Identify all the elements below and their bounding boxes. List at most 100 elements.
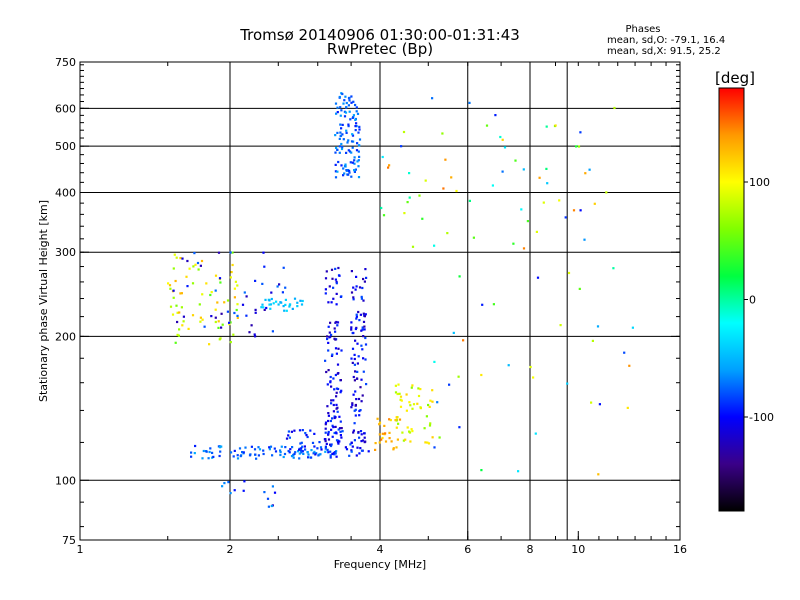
data-point <box>350 95 353 98</box>
data-point <box>517 470 520 473</box>
data-point <box>355 275 358 278</box>
data-point <box>409 404 412 407</box>
data-point <box>331 435 334 438</box>
data-point <box>172 296 175 299</box>
data-point <box>236 454 239 457</box>
data-point <box>333 416 336 420</box>
data-point <box>271 454 274 457</box>
data-point <box>324 423 327 426</box>
data-point <box>334 373 337 377</box>
data-point <box>408 430 411 433</box>
data-point <box>404 438 407 441</box>
data-point <box>433 244 436 247</box>
data-point <box>378 423 381 426</box>
data-point <box>332 426 335 429</box>
data-point <box>341 430 344 433</box>
data-point <box>340 142 343 146</box>
data-point <box>360 295 363 298</box>
axis-ticks: 1 2 4 6 8 10 16 75 100 200 300 400 500 600 750 <box>55 56 687 556</box>
data-point <box>327 301 330 304</box>
data-point <box>358 414 361 417</box>
data-point <box>554 124 557 127</box>
data-point <box>345 129 348 132</box>
colorbar-ticks: 100 0 -100 <box>744 176 774 424</box>
data-point <box>210 291 213 294</box>
data-point <box>419 388 422 391</box>
data-point <box>334 102 338 105</box>
data-point <box>310 449 313 452</box>
data-point <box>512 242 515 245</box>
data-point <box>329 454 332 457</box>
data-point <box>270 504 273 508</box>
data-point <box>350 441 353 444</box>
data-point <box>169 287 172 290</box>
data-point <box>351 402 354 405</box>
data-point <box>347 125 350 128</box>
data-point <box>428 424 432 427</box>
data-point <box>353 159 356 162</box>
data-point <box>229 321 232 324</box>
data-point <box>458 426 461 429</box>
data-point <box>358 125 361 128</box>
data-point <box>363 436 366 439</box>
data-point <box>327 438 331 441</box>
data-point <box>248 331 251 334</box>
data-point <box>311 441 315 444</box>
x-tick-label: 4 <box>377 543 384 556</box>
data-point <box>348 150 352 153</box>
data-point <box>348 171 351 174</box>
data-point <box>301 429 304 432</box>
data-point <box>181 324 184 327</box>
data-point <box>192 265 195 268</box>
data-point <box>332 286 335 289</box>
data-point <box>357 176 361 179</box>
data-point <box>288 436 291 439</box>
data-point <box>291 446 294 449</box>
data-point <box>269 445 273 448</box>
data-point <box>353 439 356 442</box>
data-point <box>340 127 343 130</box>
data-point <box>396 392 399 396</box>
data-point <box>347 149 350 152</box>
data-point <box>343 99 346 102</box>
data-point <box>353 169 356 172</box>
data-point <box>417 394 421 398</box>
data-point <box>353 422 356 425</box>
data-point <box>220 326 223 329</box>
data-point <box>408 172 411 175</box>
data-point <box>335 395 338 398</box>
data-point <box>284 446 287 449</box>
data-point <box>426 441 429 444</box>
data-point <box>472 236 475 239</box>
data-point <box>408 401 411 404</box>
data-point <box>578 287 581 290</box>
data-point <box>168 284 172 287</box>
data-point <box>338 145 341 148</box>
data-point <box>330 354 334 357</box>
data-point <box>339 123 342 126</box>
data-point <box>358 144 361 147</box>
data-point <box>285 437 289 440</box>
data-point <box>334 163 337 166</box>
data-point <box>341 92 344 96</box>
colorbar-title: [deg] <box>715 69 755 87</box>
data-point <box>344 111 348 114</box>
data-point <box>332 403 335 407</box>
data-point <box>361 348 364 351</box>
data-point <box>336 131 339 134</box>
data-point <box>356 160 359 163</box>
data-point <box>365 276 368 279</box>
data-point <box>336 106 339 109</box>
data-point <box>358 319 361 322</box>
data-point <box>327 349 330 352</box>
data-point <box>324 440 327 443</box>
data-point <box>340 109 343 112</box>
data-point <box>339 295 342 298</box>
data-point <box>491 184 494 187</box>
data-point <box>334 425 337 428</box>
data-point <box>324 438 327 441</box>
data-point <box>299 299 302 302</box>
data-point <box>319 453 322 456</box>
data-point <box>345 151 348 154</box>
